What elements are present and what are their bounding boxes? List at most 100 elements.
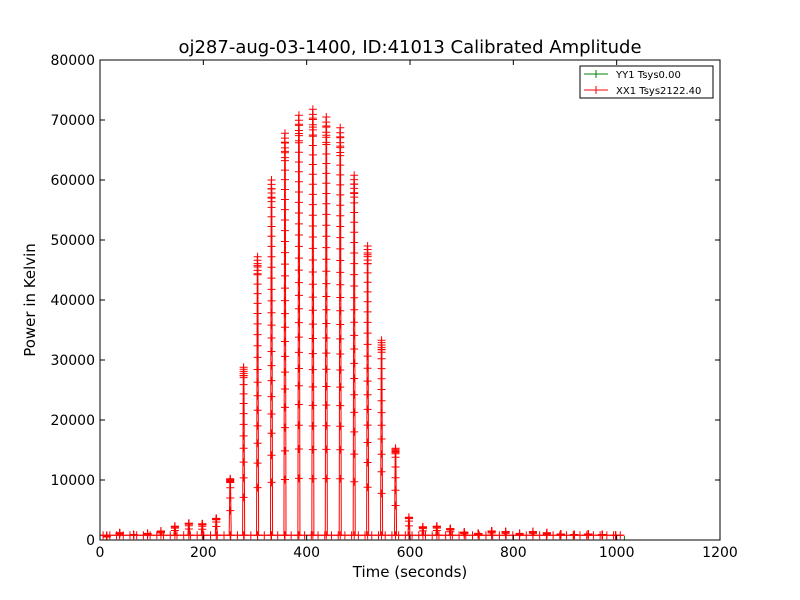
peak-point	[322, 243, 331, 252]
peak-point	[294, 187, 303, 196]
peak-point	[308, 421, 317, 430]
peak-point	[363, 377, 372, 386]
y-axis-label: Power in Kelvin	[21, 243, 39, 357]
y-tick-label: 30000	[50, 353, 95, 369]
peak-point	[308, 474, 317, 483]
peak-point	[308, 256, 317, 265]
peak-point	[294, 291, 303, 300]
peak-point	[294, 474, 303, 483]
peak-point	[294, 209, 303, 218]
legend-box	[579, 65, 714, 99]
peak-point	[336, 383, 345, 392]
peak-point	[294, 444, 303, 453]
peak-point	[308, 244, 317, 253]
peak-point	[336, 190, 345, 199]
peak-point	[391, 462, 400, 471]
peak-point	[198, 520, 207, 529]
peak-point	[253, 341, 262, 350]
peak-point	[322, 255, 331, 264]
peak-point	[322, 421, 331, 430]
peak-point	[363, 531, 372, 540]
x-tick-label: 1000	[599, 545, 635, 561]
peak-point	[280, 403, 289, 412]
peak-point	[308, 365, 317, 374]
peak-point	[308, 382, 317, 391]
peak-point	[363, 329, 372, 338]
peak-point	[322, 199, 331, 208]
peak-point	[280, 368, 289, 377]
peak-point	[267, 274, 276, 283]
peak-point	[336, 531, 345, 540]
peak-point	[308, 180, 317, 189]
y-tick-label: 10000	[50, 473, 95, 489]
peak-point	[350, 270, 359, 279]
peak-point	[267, 308, 276, 317]
peak-point	[363, 278, 372, 287]
peak-point	[391, 449, 400, 458]
peak-point	[350, 318, 359, 327]
peak-point	[253, 378, 262, 387]
peak-point	[336, 306, 345, 315]
peak-point	[363, 340, 372, 349]
baseline-point	[522, 531, 531, 540]
peak-point	[308, 349, 317, 358]
peak-point	[253, 421, 262, 430]
peak-point	[267, 212, 276, 221]
baseline-point	[535, 531, 544, 540]
peak-point	[280, 309, 289, 318]
peak-point	[308, 160, 317, 169]
peak-point	[336, 256, 345, 265]
peak-point	[280, 175, 289, 184]
series-1	[100, 536, 629, 540]
peak-point	[294, 304, 303, 313]
peak-point	[267, 242, 276, 251]
peak-point	[336, 180, 345, 189]
peak-point	[280, 185, 289, 194]
peak-point	[212, 531, 221, 540]
peak-point	[308, 531, 317, 540]
peak-point	[253, 330, 262, 339]
peak-point	[253, 406, 262, 415]
peak-point	[294, 348, 303, 357]
peak-point	[322, 149, 331, 158]
y-tick-label: 80000	[50, 53, 95, 69]
legend: YY1 Tsys0.00 XX1 Tsys2122.40	[579, 65, 714, 99]
peak-point	[377, 396, 386, 405]
peak-point	[267, 285, 276, 294]
peak-point	[322, 267, 331, 276]
peak-point	[377, 450, 386, 459]
peak-point	[322, 221, 331, 230]
peak-point	[294, 333, 303, 342]
peak-point	[239, 444, 248, 453]
peak-point	[280, 237, 289, 246]
peak-point	[280, 284, 289, 293]
peak-point	[239, 493, 248, 502]
peak-point	[322, 445, 331, 454]
peak-point	[363, 438, 372, 447]
peak-point	[294, 531, 303, 540]
peak-point	[377, 421, 386, 430]
peak-point	[267, 409, 276, 418]
peak-point	[280, 153, 289, 162]
peak-point	[143, 529, 152, 538]
peak-point	[280, 260, 289, 269]
peak-point	[239, 431, 248, 440]
peak-point	[363, 307, 372, 316]
peak-point	[460, 528, 469, 537]
peak-point	[350, 282, 359, 291]
peak-point	[280, 323, 289, 332]
peak-point	[308, 267, 317, 276]
peak-point	[308, 131, 317, 140]
y-tick-label: 0	[86, 533, 95, 549]
peak-point	[336, 474, 345, 483]
baseline-point	[246, 531, 255, 540]
peak-point	[308, 445, 317, 454]
peak-point	[280, 226, 289, 235]
peak-point	[322, 333, 331, 342]
peak-point	[377, 374, 386, 383]
peak-point	[542, 529, 551, 538]
peak-point	[350, 248, 359, 257]
peak-point	[226, 506, 235, 515]
peak-point	[611, 531, 620, 540]
